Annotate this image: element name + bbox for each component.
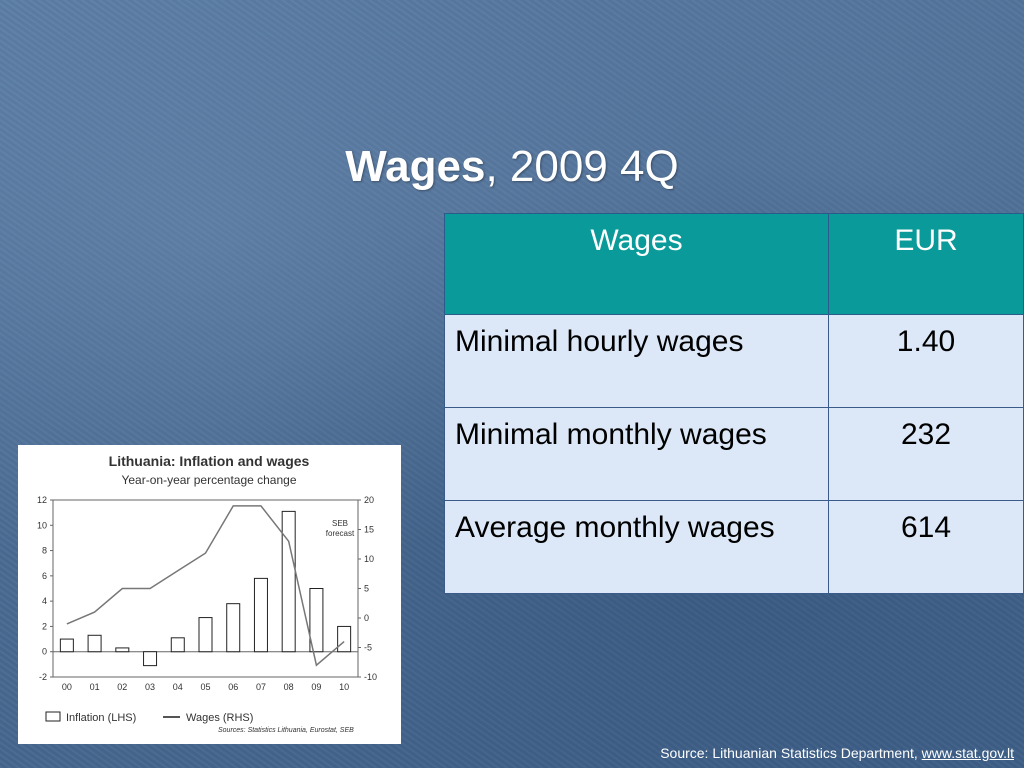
row-label: Minimal monthly wages xyxy=(444,407,829,501)
inflation-bar xyxy=(115,647,130,653)
table-row: Average monthly wages 614 xyxy=(444,500,1024,594)
slide-title-bold: Wages xyxy=(345,142,486,191)
row-value: 614 xyxy=(828,500,1024,594)
category-label: 00 xyxy=(62,682,72,692)
left-tick-label: 10 xyxy=(37,520,47,530)
inflation-bar xyxy=(309,588,324,653)
forecast-annotation-line2: forecast xyxy=(326,529,355,538)
left-tick-label: 8 xyxy=(42,546,47,556)
table-row: Minimal hourly wages 1.40 xyxy=(444,314,1024,408)
right-tick-label: 20 xyxy=(364,495,374,505)
row-label: Minimal hourly wages xyxy=(444,314,829,408)
chart-svg: Lithuania: Inflation and wages Year-on-y… xyxy=(37,453,377,734)
right-tick-label: 10 xyxy=(364,554,374,564)
legend-inflation-label: Inflation (LHS) xyxy=(66,712,136,724)
category-label: 02 xyxy=(117,682,127,692)
left-tick-label: 2 xyxy=(42,621,47,631)
category-label: 07 xyxy=(256,682,266,692)
inflation-bar xyxy=(87,634,102,653)
source-link[interactable]: www.stat.gov.lt xyxy=(921,745,1014,761)
inflation-wages-chart: Lithuania: Inflation and wages Year-on-y… xyxy=(18,445,401,744)
table-row: Minimal monthly wages 232 xyxy=(444,407,1024,501)
inflation-bar xyxy=(337,625,352,653)
category-label: 10 xyxy=(339,682,349,692)
inflation-bar xyxy=(281,510,296,653)
inflation-bar xyxy=(226,603,241,653)
inflation-bar xyxy=(59,638,74,653)
chart-source-note: Sources: Statistics Lithuania, Eurostat,… xyxy=(218,727,354,734)
right-tick-label: -5 xyxy=(364,643,372,653)
table-header-row: Wages EUR xyxy=(444,213,1024,315)
row-label: Average monthly wages xyxy=(444,500,829,594)
chart-title: Lithuania: Inflation and wages xyxy=(109,453,310,469)
inflation-bar xyxy=(253,577,268,653)
table-header-eur: EUR xyxy=(828,213,1024,315)
wages-table: Wages EUR Minimal hourly wages 1.40 Mini… xyxy=(444,213,1024,594)
category-label: 03 xyxy=(145,682,155,692)
category-label: 01 xyxy=(90,682,100,692)
right-tick-label: 15 xyxy=(364,525,374,535)
category-label: 05 xyxy=(200,682,210,692)
slide-title: Wages, 2009 4Q xyxy=(0,142,1024,192)
left-tick-label: 6 xyxy=(42,571,47,581)
row-value: 232 xyxy=(828,407,1024,501)
left-tick-label: 4 xyxy=(42,596,47,606)
left-tick-label: 0 xyxy=(42,647,47,657)
right-tick-label: -10 xyxy=(364,672,377,682)
right-tick-label: 0 xyxy=(364,613,369,623)
source-text: Source: Lithuanian Statistics Department… xyxy=(660,745,922,761)
row-value: 1.40 xyxy=(828,314,1024,408)
table-header-wages: Wages xyxy=(444,213,829,315)
category-label: 04 xyxy=(173,682,183,692)
category-label: 06 xyxy=(228,682,238,692)
forecast-annotation-line1: SEB xyxy=(332,519,348,528)
category-label: 08 xyxy=(284,682,294,692)
left-tick-label: -2 xyxy=(39,672,47,682)
inflation-bar xyxy=(143,651,158,667)
inflation-bar xyxy=(198,617,213,653)
legend-inflation-swatch xyxy=(45,711,61,722)
wages-line xyxy=(66,505,345,667)
source-note: Source: Lithuanian Statistics Department… xyxy=(660,745,1014,761)
category-label: 09 xyxy=(311,682,321,692)
chart-subtitle: Year-on-year percentage change xyxy=(121,473,296,487)
right-tick-label: 5 xyxy=(364,584,369,594)
inflation-bar xyxy=(170,637,185,653)
legend-wages-label: Wages (RHS) xyxy=(186,712,253,724)
left-tick-label: 12 xyxy=(37,495,47,505)
slide-title-rest: , 2009 4Q xyxy=(485,142,679,191)
